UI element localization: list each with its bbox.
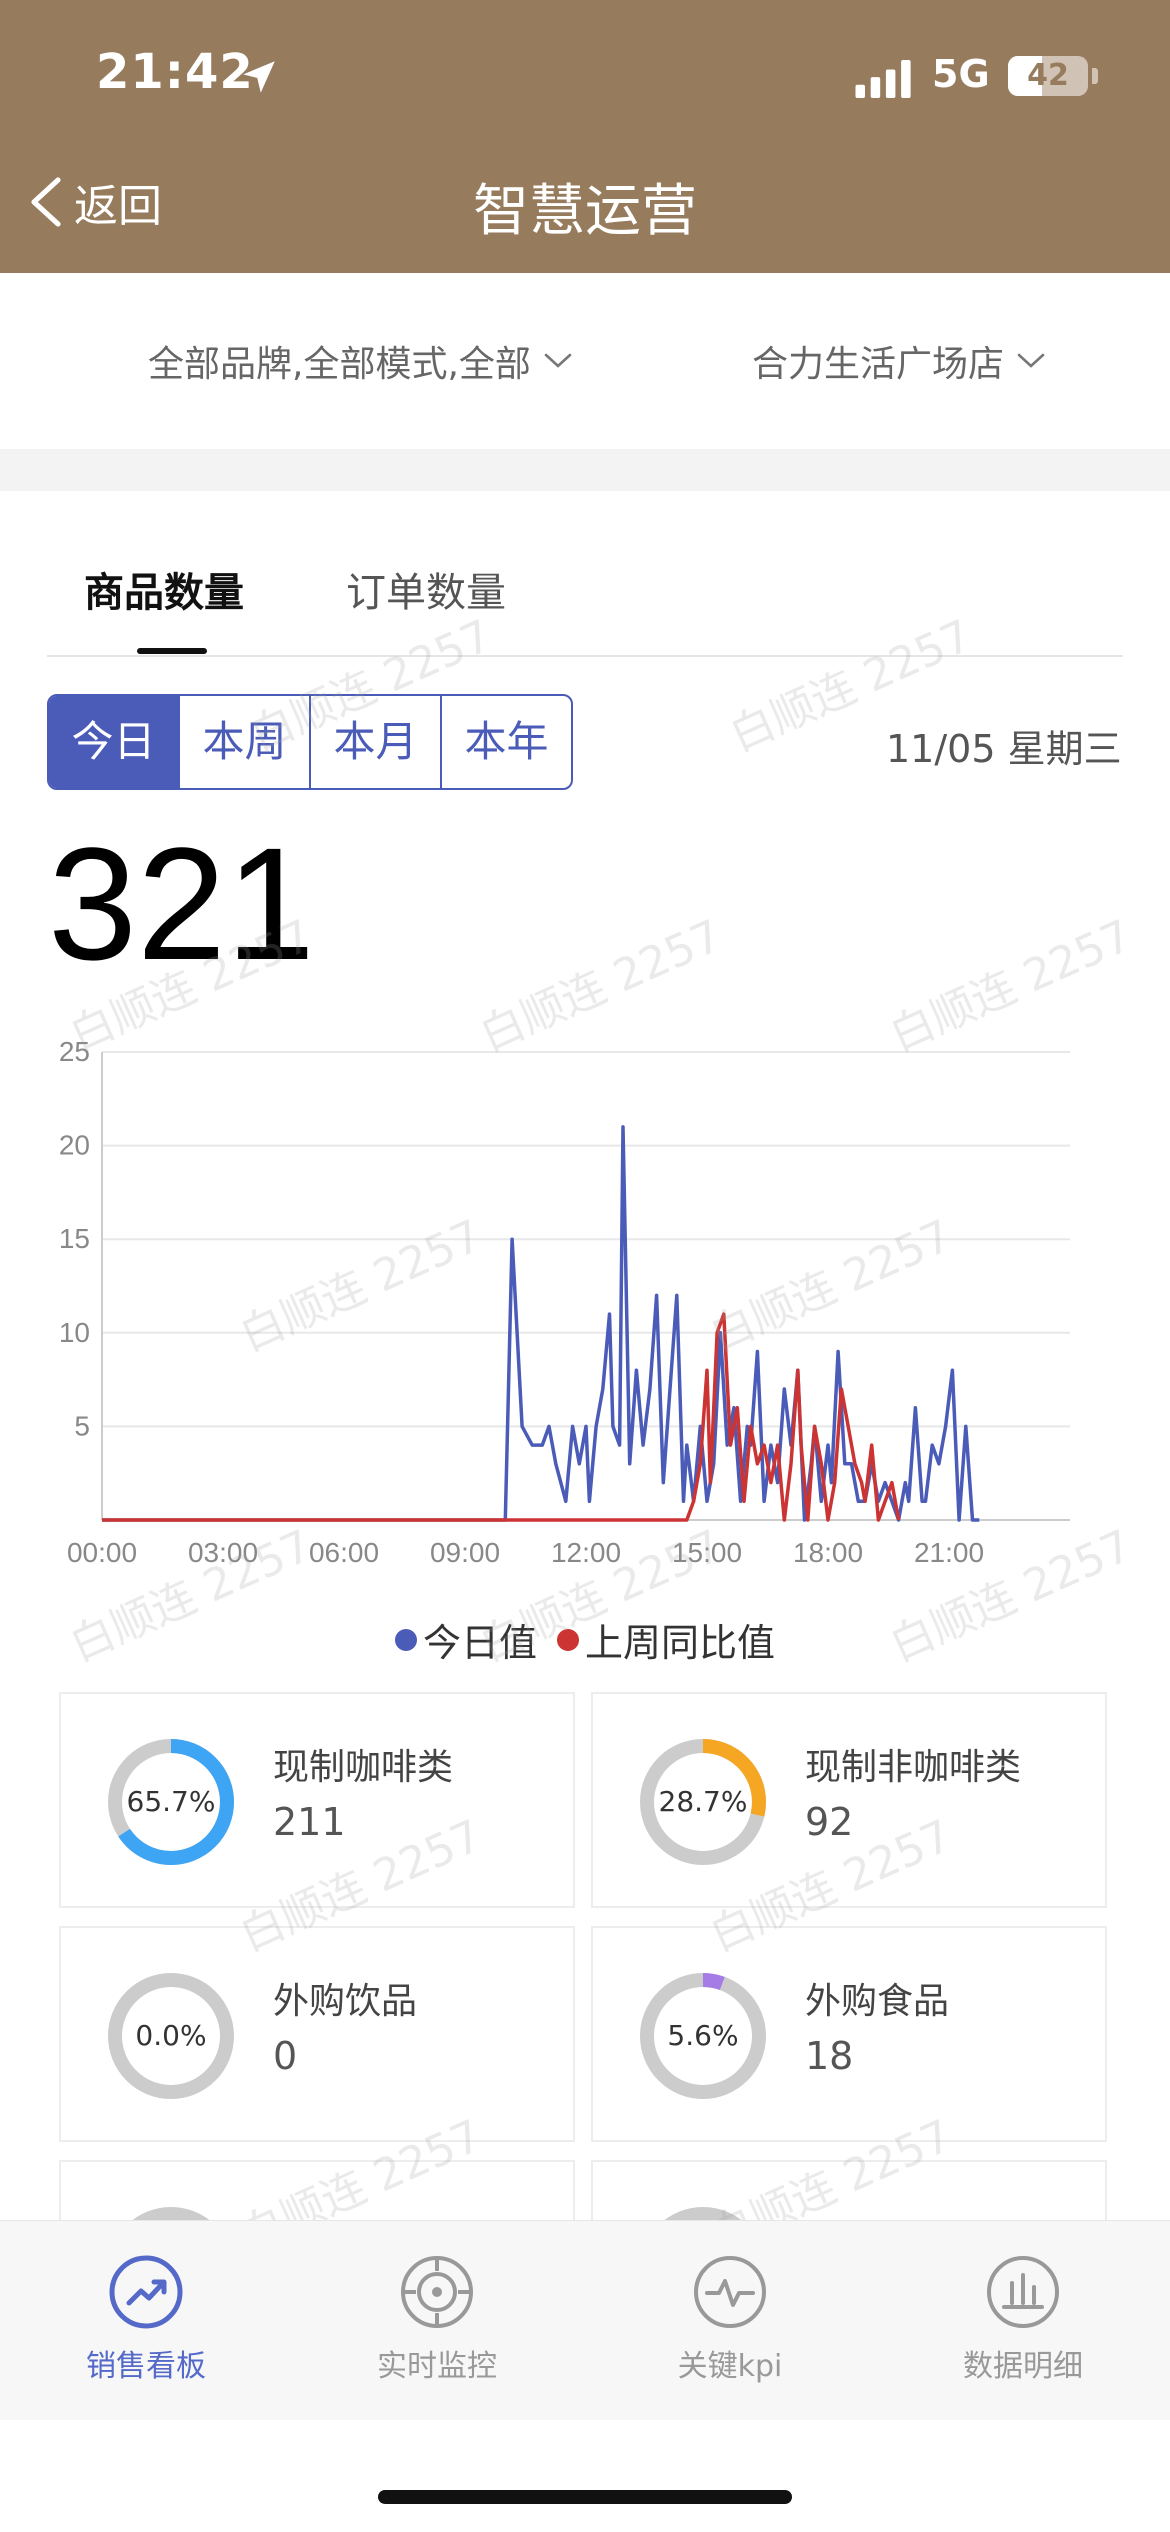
category-card[interactable]: 28.7% 现制非咖啡类 92 [591, 1692, 1107, 1908]
donut-ring [108, 1739, 234, 1865]
series-line-today [102, 1125, 980, 1522]
bottom-tab-bar: 销售看板 实时监控 关键kpi [0, 2220, 1170, 2420]
page-title: 智慧运营 [473, 179, 697, 244]
category-value: 0 [273, 2034, 298, 2078]
y-tick-label: 10 [59, 1317, 90, 1348]
category-card[interactable]: 0.0% 外购饮品 0 [59, 1926, 575, 2142]
tab-product-count[interactable]: 商品数量 [84, 570, 244, 616]
ring-percent: 5.6% [667, 2019, 739, 2052]
chart-legend: 今日值 上周同比值 [0, 1612, 1170, 1667]
filter-bar: 全部品牌,全部模式,全部 合力生活广场店 [0, 273, 1170, 449]
category-card[interactable]: 65.7% 现制咖啡类 211 [59, 1692, 575, 1908]
donut-ring [108, 1973, 234, 2099]
x-tick-label: 09:00 [430, 1537, 500, 1568]
location-arrow-icon [243, 61, 275, 93]
category-name: 现制非咖啡类 [805, 1747, 1022, 1788]
battery-fill [1008, 56, 1042, 96]
category-value: 92 [805, 1800, 854, 1844]
tab-order-count[interactable]: 订单数量 [346, 570, 506, 616]
brand-filter-dropdown[interactable]: 全部品牌,全部模式,全部 [148, 335, 573, 387]
store-filter-dropdown[interactable]: 合力生活广场店 [752, 335, 1046, 387]
x-tick-label: 21:00 [914, 1537, 984, 1568]
legend-dot-blue [394, 1628, 417, 1651]
chevron-down-icon [544, 353, 572, 368]
home-indicator [378, 2490, 792, 2504]
status-time: 21:42 [96, 44, 254, 100]
tab-label: 数据明细 [963, 2349, 1083, 2384]
y-tick-label: 15 [59, 1223, 90, 1254]
category-card[interactable]: 5.6% 外购食品 18 [591, 1926, 1107, 2142]
period-month-button[interactable]: 本月 [309, 696, 440, 788]
cellular-signal-icon [855, 60, 911, 98]
period-segmented-control: 今日 本周 本月 本年 [47, 694, 573, 790]
period-year-button[interactable]: 本年 [440, 696, 571, 788]
category-name: 外购饮品 [273, 1981, 418, 2022]
battery-percent: 42 [1027, 58, 1069, 93]
pulse-icon [694, 2256, 766, 2328]
x-tick-label: 15:00 [672, 1537, 742, 1568]
trend-up-icon [109, 2255, 183, 2329]
battery-icon: 42 [1008, 56, 1088, 96]
ring-percent: 0.0% [135, 2019, 207, 2052]
y-tick-label: 25 [59, 1036, 90, 1067]
legend-dot-red [557, 1628, 580, 1651]
tab-realtime-monitor[interactable]: 实时监控 [327, 2253, 547, 2385]
ring-percent: 65.7% [126, 1785, 216, 1818]
tab-data-detail[interactable]: 数据明细 [913, 2253, 1133, 2385]
x-tick-label: 03:00 [188, 1537, 258, 1568]
ring-track [108, 1973, 234, 2099]
tab-label: 销售看板 [86, 2349, 206, 2384]
section-divider [0, 449, 1170, 491]
period-today-button[interactable]: 今日 [49, 696, 178, 788]
x-tick-label: 18:00 [793, 1537, 863, 1568]
x-tick-label: 06:00 [309, 1537, 379, 1568]
back-button[interactable]: 返回 [26, 170, 162, 234]
tab-divider [47, 655, 1123, 657]
legend-label-last-week: 上周同比值 [585, 1621, 776, 1665]
tab-label: 关键kpi [677, 2349, 783, 2384]
chevron-down-icon [1017, 353, 1045, 368]
back-label: 返回 [74, 181, 162, 232]
ring-percent: 28.7% [658, 1785, 748, 1818]
target-icon [401, 2256, 473, 2328]
active-tab-indicator [137, 648, 207, 654]
tab-sales-dashboard[interactable]: 销售看板 [36, 2253, 256, 2385]
category-name: 外购食品 [805, 1981, 950, 2022]
line-chart: 5 10 15 20 25 00:00 03:00 06:00 09:00 12:00 15:00 1… [59, 1036, 1070, 1568]
x-tick-label: 12:00 [551, 1537, 621, 1568]
x-tick-label: 00:00 [67, 1537, 137, 1568]
category-value: 211 [273, 1800, 346, 1844]
date-label: 11/05 星期三 [886, 727, 1122, 771]
series-line-last-week [102, 1312, 901, 1522]
donut-ring [640, 1973, 766, 2099]
navigation-header: 21:42 5G 42 返回 智慧运营 [0, 0, 1170, 273]
legend-item-today[interactable]: 今日值 [394, 1612, 537, 1667]
network-type: 5G [932, 52, 990, 96]
brand-filter-label: 全部品牌,全部模式,全部 [148, 344, 531, 385]
donut-ring [640, 1739, 766, 1865]
store-filter-label: 合力生活广场店 [752, 344, 1005, 385]
battery-tip [1092, 68, 1098, 84]
chevron-left-icon [31, 177, 61, 227]
home-indicator-area [0, 2420, 1170, 2532]
total-count: 321 [48, 814, 315, 993]
ring-arc [108, 1739, 234, 1865]
legend-item-last-week[interactable]: 上周同比值 [557, 1612, 775, 1667]
category-value: 18 [805, 2034, 854, 2078]
bar-chart-icon [987, 2256, 1059, 2328]
legend-label-today: 今日值 [422, 1621, 537, 1665]
ring-arc [640, 1973, 766, 2099]
ring-arc [640, 1739, 766, 1865]
y-tick-label: 20 [59, 1130, 90, 1161]
tab-label: 实时监控 [377, 2349, 497, 2384]
tab-key-kpi[interactable]: 关键kpi [620, 2253, 840, 2385]
category-name: 现制咖啡类 [273, 1747, 454, 1788]
y-tick-label: 5 [74, 1410, 90, 1441]
period-week-button[interactable]: 本周 [178, 696, 309, 788]
